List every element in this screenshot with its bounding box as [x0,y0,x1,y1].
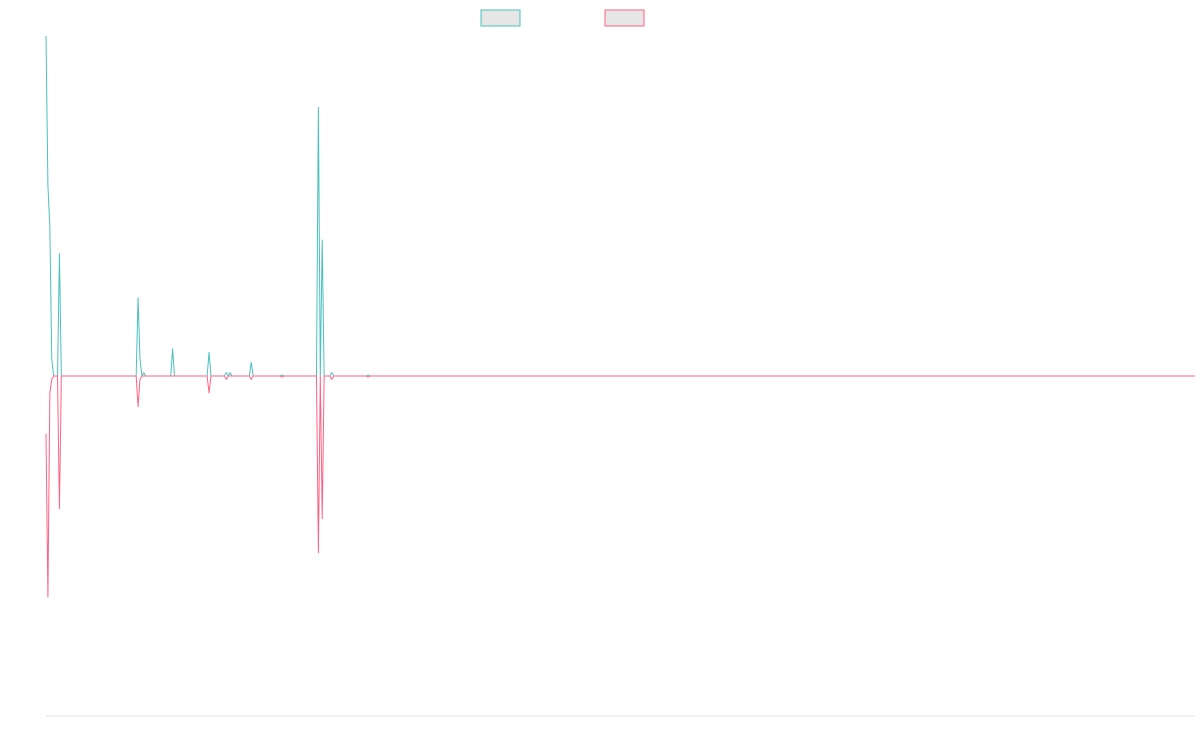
series-line-1 [45,35,1195,377]
legend [480,9,645,27]
series-line-2 [45,375,1195,598]
legend-swatch-2[interactable] [604,9,645,27]
plot-area [45,35,1195,598]
legend-swatch-1[interactable] [480,9,521,27]
